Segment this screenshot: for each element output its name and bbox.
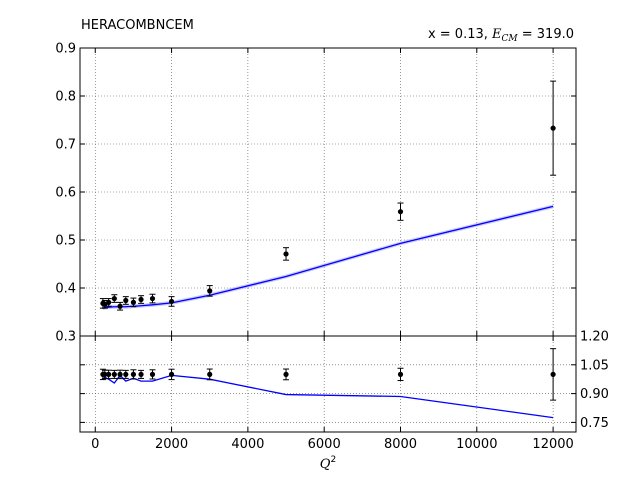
y-tick-label: 0.6 <box>55 186 76 201</box>
y-tick-label: 0.4 <box>55 282 76 297</box>
data-point <box>138 296 144 303</box>
data-point <box>130 371 137 377</box>
x-tick-label: 6000 <box>308 437 341 452</box>
y-tick-label: 0.9 <box>55 42 76 57</box>
data-point <box>111 371 117 377</box>
data-point <box>123 371 129 377</box>
data-point <box>207 371 213 377</box>
data-point <box>102 371 108 377</box>
x-tick-label: 10000 <box>456 437 497 452</box>
data-point <box>168 371 175 377</box>
data-point <box>550 125 556 131</box>
chart-title-left: HERACOMBNCEM <box>81 18 194 33</box>
theory-curve <box>102 374 554 419</box>
ratio-panel: 0 2000 4000 6000 8000 10000 12000 0.75 0.90 1.05 1… <box>79 330 609 452</box>
chart-title-right: x = 0.13, ECM = 319.0 <box>428 27 574 44</box>
y-tick-label: 0.3 <box>55 330 76 345</box>
x-tick-label: 2000 <box>155 437 188 452</box>
data-point <box>117 303 123 309</box>
data-point <box>283 251 289 257</box>
y-tick-label: 0.90 <box>580 387 609 402</box>
x-axis-label: Q2 <box>320 455 336 472</box>
plot-frame <box>79 335 577 433</box>
data-point <box>117 371 123 377</box>
x-tick-label: 0 <box>91 437 99 452</box>
data-point <box>550 371 556 377</box>
y-tick-label: 0.7 <box>55 138 76 153</box>
y-tick-label: 1.05 <box>580 358 609 373</box>
data-point <box>149 371 156 377</box>
data-point <box>397 209 404 215</box>
data-point <box>207 288 213 294</box>
y-tick-label: 0.75 <box>580 416 609 431</box>
main-panel: 0.3 0.4 0.5 0.6 0.7 0.8 0.9 <box>55 42 577 345</box>
y-tick-label: 1.20 <box>580 330 609 345</box>
data-point <box>106 371 112 377</box>
y-tick-label: 0.5 <box>55 234 76 249</box>
data-point <box>130 299 137 305</box>
data-point <box>106 299 112 305</box>
theory-curve <box>102 205 554 309</box>
data-point <box>111 295 117 302</box>
x-tick-label: 12000 <box>532 437 573 452</box>
data-point <box>123 297 129 304</box>
data-point <box>397 371 404 377</box>
data-point <box>149 295 156 302</box>
x-tick-label: 8000 <box>384 437 417 452</box>
data-point <box>168 298 175 305</box>
x-tick-label: 4000 <box>231 437 264 452</box>
data-point <box>138 371 144 377</box>
y-tick-label: 0.8 <box>55 90 76 105</box>
data-point <box>283 371 289 377</box>
